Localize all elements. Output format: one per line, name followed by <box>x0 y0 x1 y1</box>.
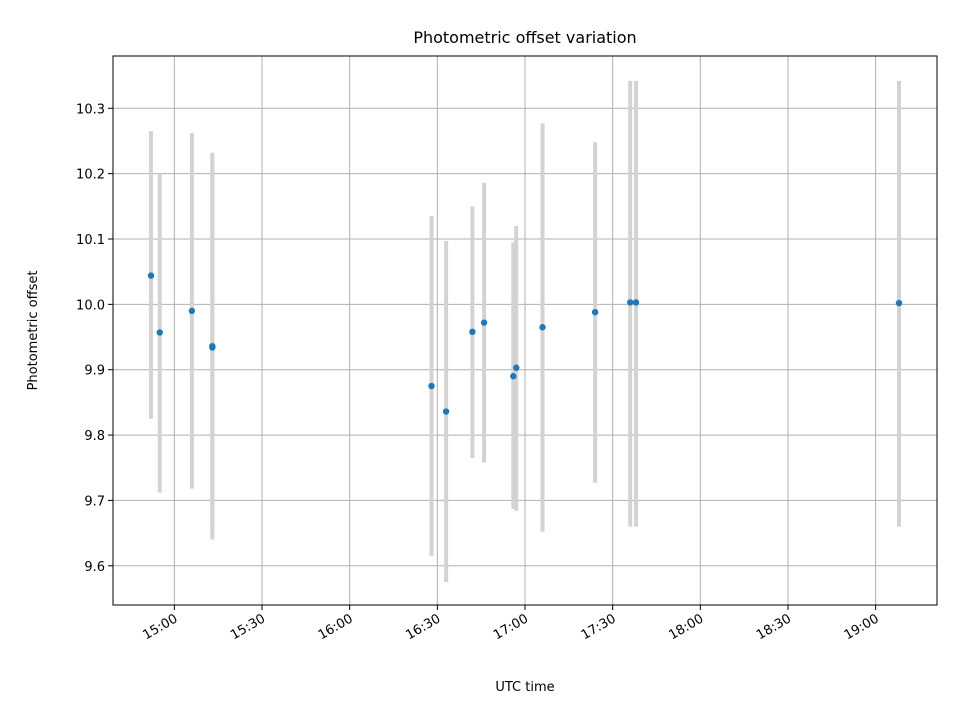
data-point <box>539 324 546 331</box>
data-point <box>480 319 488 326</box>
y-tick-label: 9.7 <box>84 494 105 509</box>
data-point <box>513 364 520 371</box>
data-point <box>209 342 216 350</box>
data-point <box>188 307 196 315</box>
data-point <box>428 382 435 390</box>
y-tick-label: 9.6 <box>84 560 105 575</box>
data-point <box>591 309 599 316</box>
x-tick-label: 17:00 <box>491 611 531 643</box>
x-tick-label: 15:30 <box>228 611 268 643</box>
y-tick-label: 10.2 <box>76 168 105 183</box>
x-tick-label: 16:00 <box>316 611 356 643</box>
grid-layer <box>113 56 937 605</box>
y-tick-label: 10.0 <box>76 298 105 313</box>
x-tick-label: 18:30 <box>754 611 794 643</box>
chart-title: Photometric offset variation <box>413 28 636 47</box>
data-point <box>469 328 476 336</box>
x-tick-label: 16:30 <box>403 611 443 643</box>
x-tick-label: 17:30 <box>579 611 619 643</box>
data-point <box>442 408 450 415</box>
data-point <box>895 299 903 307</box>
x-tick-label: 15:00 <box>140 611 180 643</box>
tick-layer: 15:00 15:30 16:00 16:30 17:00 17:30 18:00 18:30… <box>76 102 882 643</box>
x-tick-label: 18:00 <box>666 611 706 643</box>
y-tick-label: 10.1 <box>76 233 105 248</box>
data-point <box>156 329 163 336</box>
data-point <box>626 299 634 306</box>
y-tick-label: 10.3 <box>76 102 105 117</box>
y-axis-label: Photometric offset <box>26 271 41 391</box>
data-point <box>147 272 155 279</box>
data-point <box>510 373 517 380</box>
data-point <box>632 299 640 306</box>
y-tick-label: 9.8 <box>84 429 105 444</box>
y-tick-label: 9.9 <box>84 364 105 379</box>
x-tick-label: 19:00 <box>842 611 882 643</box>
x-axis-label: UTC time <box>495 680 554 695</box>
point-layer <box>147 272 903 415</box>
